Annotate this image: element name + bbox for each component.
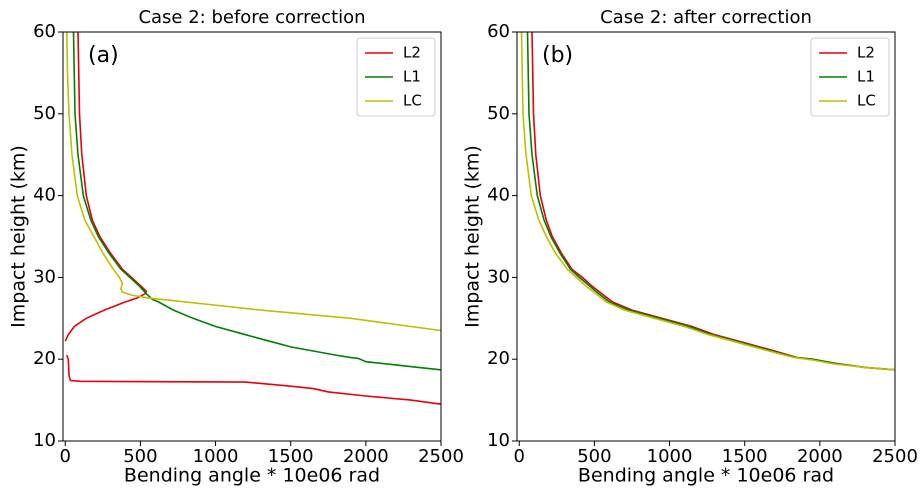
y-tick-label: 10	[33, 430, 56, 451]
x-axis-label: Bending angle * 10e06 rad	[124, 465, 380, 487]
x-tick-label: 2500	[872, 446, 918, 467]
x-tick-label: 0	[60, 446, 71, 467]
y-tick-label: 50	[33, 103, 56, 124]
legend-box	[356, 37, 436, 117]
panel-label: (b)	[542, 43, 573, 68]
x-tick-label: 1000	[193, 446, 239, 467]
legend-label: L2	[857, 44, 875, 62]
y-axis-label: Impact height (km)	[462, 145, 484, 328]
legend-label: L1	[403, 68, 421, 86]
line	[66, 32, 441, 332]
legend-label: L2	[403, 44, 421, 62]
x-tick-label: 2000	[343, 446, 389, 467]
y-tick-label: 60	[33, 21, 56, 42]
y-tick-label: 20	[487, 348, 510, 369]
y-tick-label: 10	[487, 430, 510, 451]
panel-label: (a)	[88, 43, 119, 68]
line	[72, 32, 441, 371]
x-tick-label: 500	[577, 446, 611, 467]
x-tick-label: 2000	[797, 446, 843, 467]
line	[64, 32, 441, 405]
y-tick-label: 20	[33, 348, 56, 369]
plot-frame	[516, 31, 896, 442]
x-tick-label: 500	[123, 446, 157, 467]
x-axis-label: Bending angle * 10e06 rad	[578, 465, 834, 487]
x-tick-label: 1000	[647, 446, 693, 467]
legend-label: LC	[857, 92, 876, 110]
y-tick-label: 30	[33, 266, 56, 287]
chart-title: Case 2: after correction	[600, 7, 812, 28]
x-tick-label: 1500	[722, 446, 768, 467]
y-tick-label: 60	[487, 21, 510, 42]
chart-title: Case 2: before correction	[138, 7, 365, 28]
y-tick-label: 50	[487, 103, 510, 124]
line	[520, 32, 895, 371]
legend-label: L1	[857, 68, 875, 86]
legend-box	[810, 37, 890, 117]
legend-label: LC	[403, 92, 422, 110]
x-tick-label: 0	[514, 446, 525, 467]
y-axis-label: Impact height (km)	[8, 145, 30, 328]
y-tick-label: 40	[33, 185, 56, 206]
x-tick-label: 1500	[268, 446, 314, 467]
x-tick-label: 2500	[418, 446, 464, 467]
y-tick-label: 30	[487, 266, 510, 287]
plot-frame	[62, 31, 442, 442]
y-tick-label: 40	[487, 185, 510, 206]
